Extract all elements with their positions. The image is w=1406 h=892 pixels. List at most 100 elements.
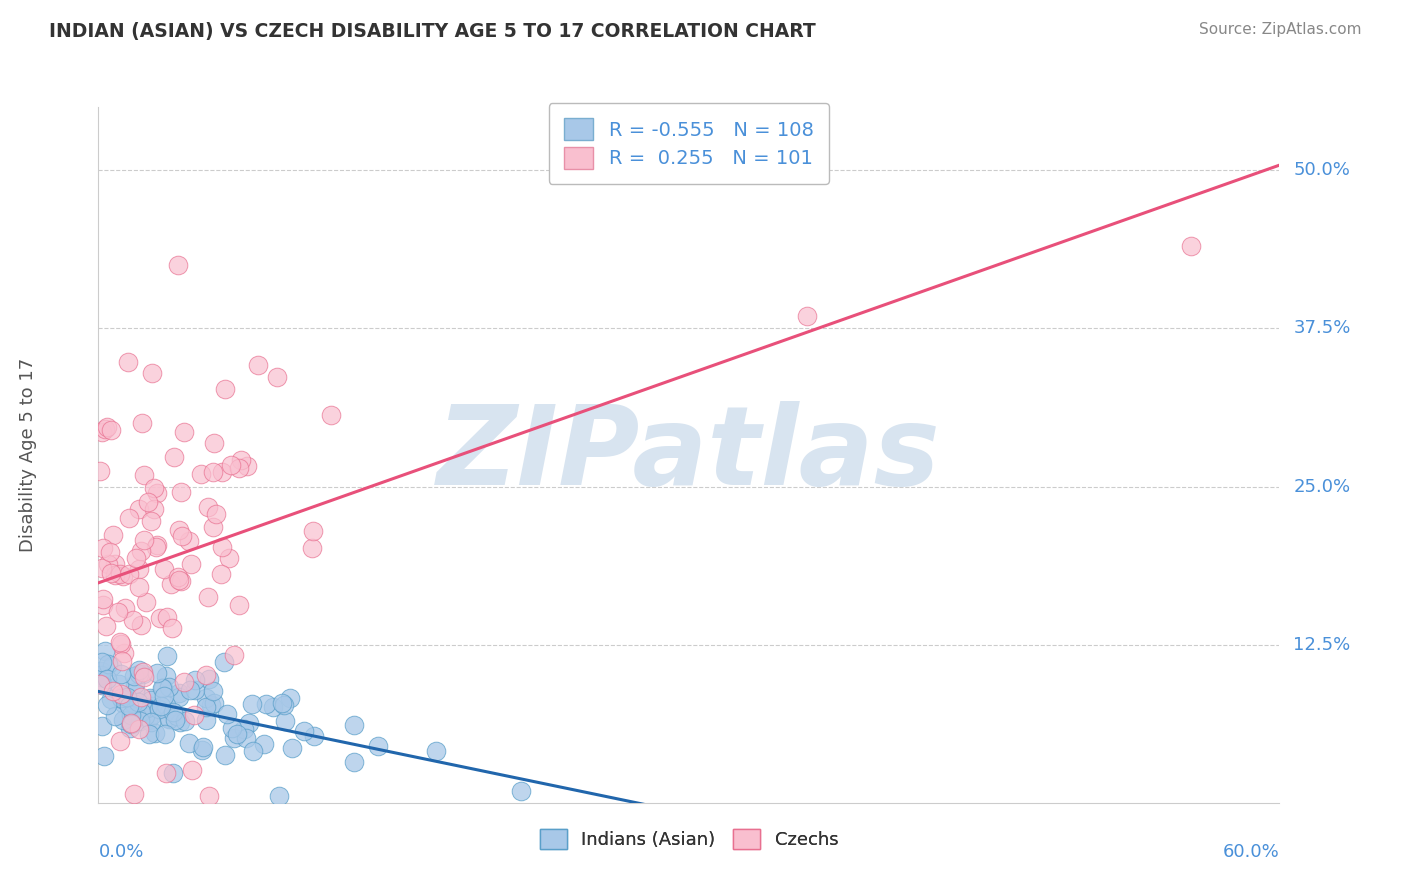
- Indians (Asian): [165, 713, 187, 727]
- Czechs: [1180, 239, 1202, 253]
- Czechs: [153, 561, 176, 575]
- Czechs: [143, 502, 166, 516]
- Indians (Asian): [153, 727, 176, 741]
- Czechs: [94, 422, 117, 436]
- Czechs: [93, 541, 115, 556]
- Czechs: [132, 665, 155, 680]
- Indians (Asian): [110, 691, 132, 706]
- Czechs: [122, 787, 145, 801]
- Indians (Asian): [226, 727, 249, 741]
- Czechs: [211, 540, 233, 554]
- Czechs: [301, 541, 323, 555]
- Indians (Asian): [141, 715, 163, 730]
- Indians (Asian): [270, 697, 292, 711]
- Czechs: [107, 605, 129, 619]
- Czechs: [209, 566, 232, 581]
- Czechs: [214, 382, 236, 396]
- Indians (Asian): [93, 644, 115, 658]
- Indians (Asian): [148, 702, 170, 716]
- Indians (Asian): [136, 701, 159, 715]
- Indians (Asian): [294, 724, 316, 739]
- Indians (Asian): [195, 699, 218, 714]
- Indians (Asian): [162, 705, 184, 719]
- Indians (Asian): [221, 721, 243, 735]
- Indians (Asian): [145, 726, 167, 740]
- Czechs: [169, 574, 191, 588]
- Czechs: [218, 551, 240, 566]
- Czechs: [167, 574, 190, 588]
- Indians (Asian): [90, 719, 112, 733]
- Indians (Asian): [138, 727, 160, 741]
- Text: 50.0%: 50.0%: [1294, 161, 1350, 179]
- Indians (Asian): [128, 714, 150, 728]
- Text: 12.5%: 12.5%: [1294, 636, 1351, 654]
- Czechs: [110, 637, 132, 651]
- Czechs: [163, 450, 186, 464]
- Indians (Asian): [510, 784, 533, 798]
- Indians (Asian): [157, 711, 180, 725]
- Indians (Asian): [124, 685, 146, 699]
- Czechs: [796, 309, 818, 323]
- Indians (Asian): [104, 708, 127, 723]
- Indians (Asian): [115, 690, 138, 705]
- Indians (Asian): [222, 731, 245, 746]
- Czechs: [266, 369, 288, 384]
- Indians (Asian): [262, 700, 284, 714]
- Indians (Asian): [90, 668, 112, 682]
- Czechs: [149, 610, 172, 624]
- Czechs: [108, 635, 131, 649]
- Indians (Asian): [197, 673, 219, 687]
- Czechs: [91, 425, 114, 439]
- Czechs: [183, 707, 205, 722]
- Czechs: [91, 561, 114, 575]
- Indians (Asian): [97, 657, 120, 671]
- Czechs: [98, 545, 121, 559]
- Czechs: [120, 716, 142, 731]
- Indians (Asian): [155, 669, 177, 683]
- Text: Source: ZipAtlas.com: Source: ZipAtlas.com: [1198, 22, 1361, 37]
- Czechs: [91, 591, 114, 606]
- Czechs: [132, 467, 155, 482]
- Indians (Asian): [190, 743, 212, 757]
- Czechs: [146, 538, 169, 552]
- Text: INDIAN (ASIAN) VS CZECH DISABILITY AGE 5 TO 17 CORRELATION CHART: INDIAN (ASIAN) VS CZECH DISABILITY AGE 5…: [49, 22, 815, 41]
- Indians (Asian): [155, 698, 177, 713]
- Indians (Asian): [150, 698, 173, 713]
- Czechs: [112, 568, 135, 582]
- Czechs: [236, 459, 259, 474]
- Indians (Asian): [233, 723, 256, 737]
- Indians (Asian): [139, 691, 162, 706]
- Czechs: [128, 722, 150, 736]
- Czechs: [128, 580, 150, 594]
- Legend: Indians (Asian), Czechs: Indians (Asian), Czechs: [533, 822, 845, 856]
- Czechs: [142, 481, 165, 495]
- Indians (Asian): [169, 690, 191, 704]
- Indians (Asian): [214, 748, 236, 763]
- Indians (Asian): [141, 708, 163, 723]
- Czechs: [136, 495, 159, 509]
- Czechs: [89, 677, 111, 691]
- Czechs: [211, 465, 233, 479]
- Czechs: [195, 668, 218, 682]
- Czechs: [117, 355, 139, 369]
- Czechs: [167, 258, 190, 272]
- Czechs: [167, 523, 190, 537]
- Indians (Asian): [118, 722, 141, 736]
- Czechs: [91, 599, 114, 613]
- Czechs: [145, 486, 167, 500]
- Indians (Asian): [91, 678, 114, 692]
- Czechs: [173, 425, 195, 439]
- Czechs: [198, 789, 221, 804]
- Czechs: [100, 566, 122, 580]
- Indians (Asian): [273, 698, 295, 712]
- Czechs: [128, 501, 150, 516]
- Czechs: [219, 458, 242, 472]
- Indians (Asian): [120, 708, 142, 723]
- Czechs: [247, 359, 270, 373]
- Czechs: [160, 621, 183, 635]
- Indians (Asian): [152, 681, 174, 695]
- Indians (Asian): [90, 665, 112, 679]
- Indians (Asian): [273, 714, 295, 729]
- Indians (Asian): [111, 696, 134, 710]
- Indians (Asian): [367, 739, 389, 754]
